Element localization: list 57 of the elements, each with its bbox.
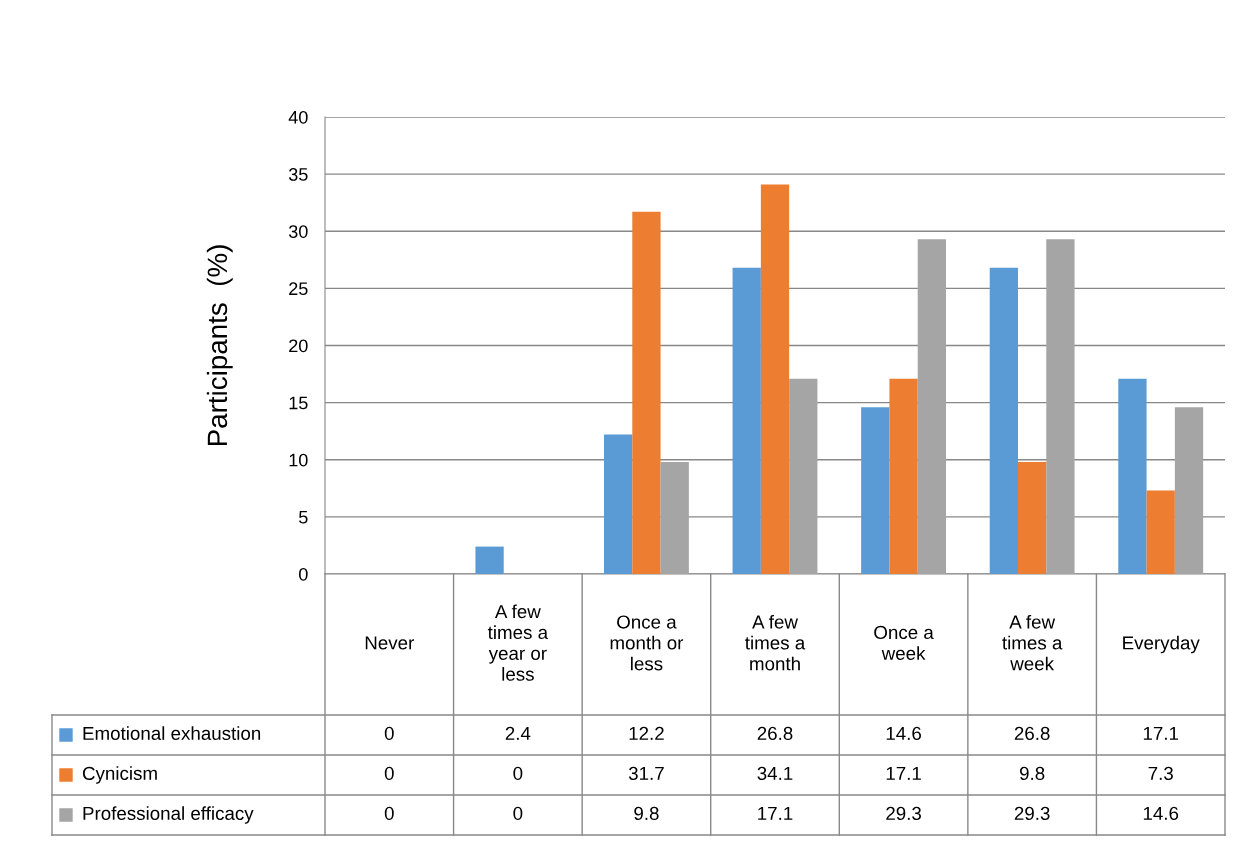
data-label: 14.6 xyxy=(1143,806,1179,821)
x-tick-label: A few times a month xyxy=(745,614,806,671)
bar xyxy=(475,546,504,574)
bar xyxy=(889,378,918,574)
y-tick-label: 20 xyxy=(289,339,308,353)
bar xyxy=(989,267,1018,574)
data-label: 31.7 xyxy=(628,766,664,781)
y-tick-label: 40 xyxy=(288,110,308,124)
x-tick-label: A few times a week xyxy=(1002,614,1063,671)
x-tick-label: A few times a year or less xyxy=(487,604,549,681)
bar xyxy=(789,378,818,574)
y-tick-label: 0 xyxy=(299,567,308,581)
data-label: 0 xyxy=(384,766,394,781)
bar xyxy=(660,462,689,574)
bar xyxy=(732,267,761,574)
y-tick-label: 5 xyxy=(299,511,308,524)
data-label: 9.8 xyxy=(1019,766,1045,781)
data-label: 0 xyxy=(384,806,394,821)
data-label: 0 xyxy=(513,766,523,781)
data-label: 9.8 xyxy=(634,806,659,821)
data-label: 17.1 xyxy=(758,806,793,820)
data-label: 12.2 xyxy=(629,726,664,740)
x-tick-label: Once a month or less xyxy=(610,615,684,671)
data-label: 34.1 xyxy=(757,766,793,781)
bar xyxy=(917,239,946,574)
data-label: 14.6 xyxy=(886,726,921,741)
bar xyxy=(1174,407,1204,574)
data-label: 0 xyxy=(384,726,394,741)
y-tick-label: 25 xyxy=(289,282,308,296)
y-axis-title: Participants (%) xyxy=(206,245,233,446)
y-tick-label: 15 xyxy=(289,396,308,410)
data-label: 26.8 xyxy=(1014,726,1050,741)
bar xyxy=(632,211,661,574)
x-tick-label: Never xyxy=(365,636,414,650)
data-label: 29.3 xyxy=(1014,806,1050,821)
data-label: 29.3 xyxy=(886,806,921,821)
legend-label: Cynicism xyxy=(82,766,157,784)
y-tick-label: 35 xyxy=(288,168,308,181)
bar xyxy=(1146,490,1175,574)
bar xyxy=(760,184,790,574)
y-tick-label: 10 xyxy=(289,453,308,467)
x-tick-label: Everyday xyxy=(1123,635,1200,654)
bar xyxy=(861,407,890,574)
data-label: 17.1 xyxy=(1143,726,1179,740)
data-label: 17.1 xyxy=(886,766,921,780)
legend-label: Professional efficacy xyxy=(83,806,254,824)
legend-label: Emotional exhaustion xyxy=(83,726,261,741)
data-label: 0 xyxy=(513,806,523,821)
x-tick-label: Once a week xyxy=(874,625,934,660)
bar xyxy=(1018,462,1047,574)
data-label: 26.8 xyxy=(757,726,793,741)
bar xyxy=(1046,239,1075,574)
data-label: 2.4 xyxy=(505,726,531,740)
data-label: 7.3 xyxy=(1148,766,1173,781)
bar xyxy=(604,434,633,574)
y-tick-label: 30 xyxy=(288,225,308,238)
bar xyxy=(1118,378,1147,574)
